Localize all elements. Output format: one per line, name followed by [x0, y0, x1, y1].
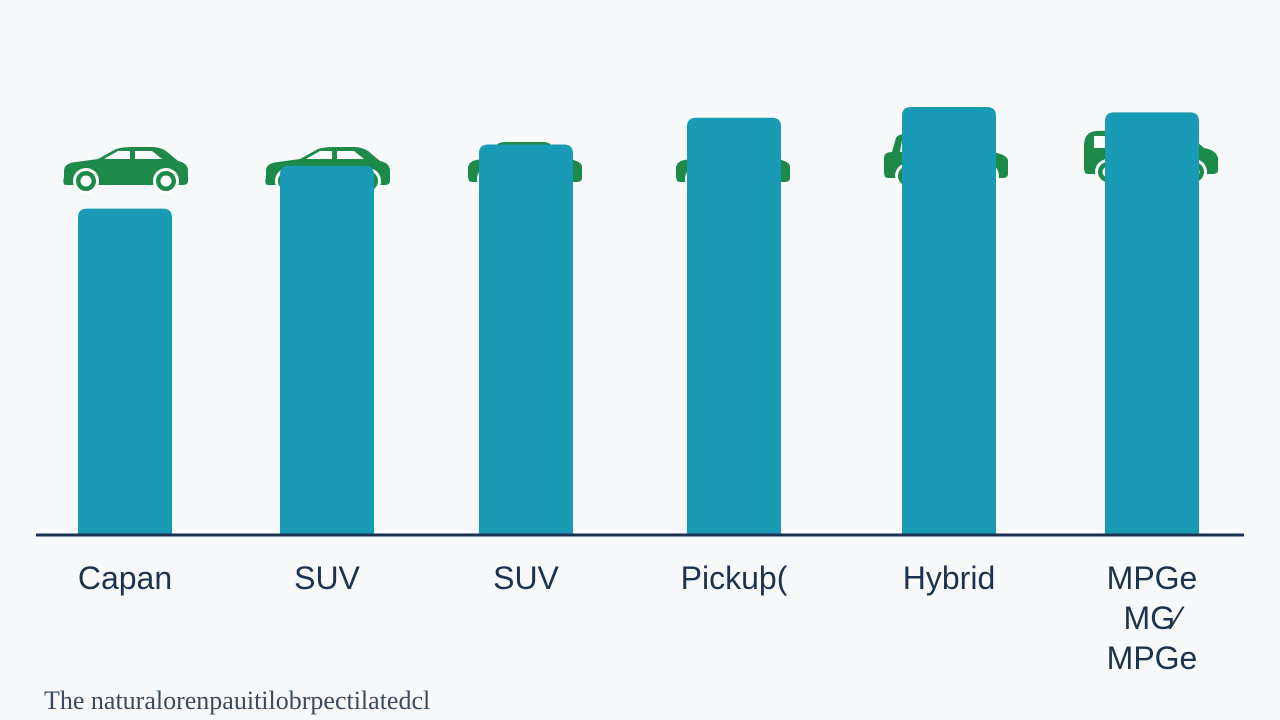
bar-4	[902, 107, 996, 535]
bar-0	[78, 208, 172, 535]
bars-layer	[78, 107, 1199, 535]
category-label-3: Pickuþ(	[680, 560, 788, 596]
bar-5	[1105, 112, 1199, 535]
bar-3	[687, 117, 781, 535]
bar-1	[280, 165, 374, 535]
icons-layer	[63, 129, 1218, 194]
bar-2	[479, 144, 573, 535]
category-label-4: Hybrid	[902, 560, 996, 596]
category-label-0: Capan	[77, 560, 173, 596]
category-label-1: SUV	[294, 560, 360, 596]
sedan-icon	[63, 147, 189, 194]
category-label-5: MPGe MG⁄ MPGe	[1106, 560, 1198, 676]
footnote: The naturalorenpauitilobrpectilatedcl	[44, 686, 431, 715]
category-label-2: SUV	[493, 560, 559, 596]
